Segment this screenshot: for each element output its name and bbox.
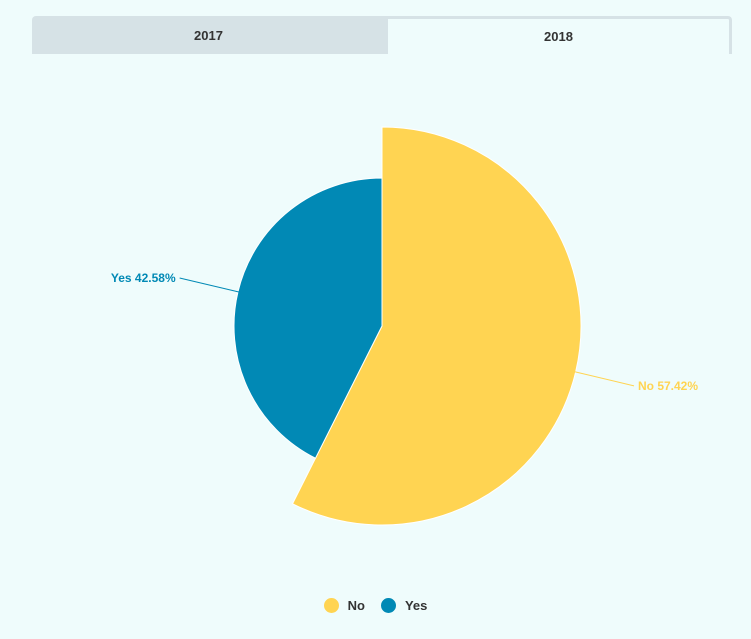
- leader-line-no: [573, 371, 635, 387]
- data-label-yes: Yes 42.58%: [111, 271, 176, 285]
- data-label-no: No 57.42%: [638, 379, 698, 393]
- tab-2018[interactable]: 2018: [385, 16, 732, 54]
- legend-item-yes[interactable]: Yes: [380, 598, 428, 613]
- leader-line-yes: [179, 277, 241, 293]
- year-tabs: 2017 2018: [32, 16, 732, 54]
- legend: No Yes: [0, 598, 751, 613]
- tab-2017[interactable]: 2017: [32, 16, 385, 54]
- legend-swatch-yes: [380, 598, 396, 613]
- legend-item-no[interactable]: No: [323, 598, 365, 613]
- legend-swatch-no: [323, 598, 339, 613]
- legend-label-no: No: [347, 598, 365, 613]
- legend-label-yes: Yes: [404, 598, 428, 613]
